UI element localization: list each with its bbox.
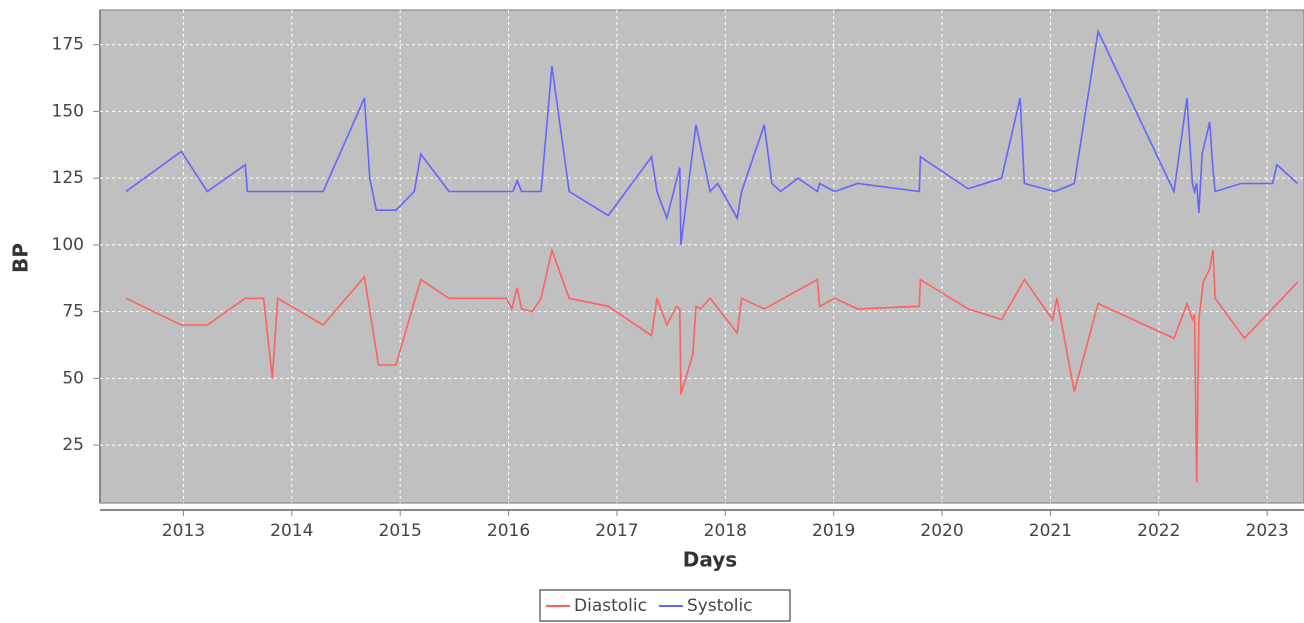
x-tick-label: 2021 <box>1029 521 1072 541</box>
x-tick-label: 2016 <box>487 521 530 541</box>
series-line <box>125 28 1299 245</box>
y-tick-label: 25 <box>62 435 84 455</box>
x-tick-label: 2013 <box>162 521 205 541</box>
x-tick-label: 2022 <box>1137 521 1180 541</box>
series-line <box>125 247 1299 483</box>
y-tick-label: 125 <box>52 168 84 188</box>
y-axis-title: BP <box>9 243 33 273</box>
x-tick-label: 2017 <box>595 521 638 541</box>
x-tick-label: 2020 <box>920 521 963 541</box>
x-tick-label: 2018 <box>704 521 747 541</box>
y-tick-label: 75 <box>62 302 84 322</box>
plot-area <box>99 9 1304 504</box>
x-tick-label: 2015 <box>379 521 422 541</box>
x-tick-label: 2023 <box>1246 521 1289 541</box>
y-tick-label: 50 <box>62 368 84 388</box>
x-tick-label: 2014 <box>270 521 313 541</box>
y-tick-label: 150 <box>52 101 84 121</box>
legend-label: Diastolic <box>574 596 647 616</box>
x-tick-label: 2019 <box>812 521 855 541</box>
y-tick-label: 100 <box>52 235 84 255</box>
legend-label: Systolic <box>687 596 753 616</box>
x-axis-title: Days <box>683 548 737 572</box>
legend <box>539 589 791 622</box>
y-tick-label: 175 <box>52 35 84 55</box>
